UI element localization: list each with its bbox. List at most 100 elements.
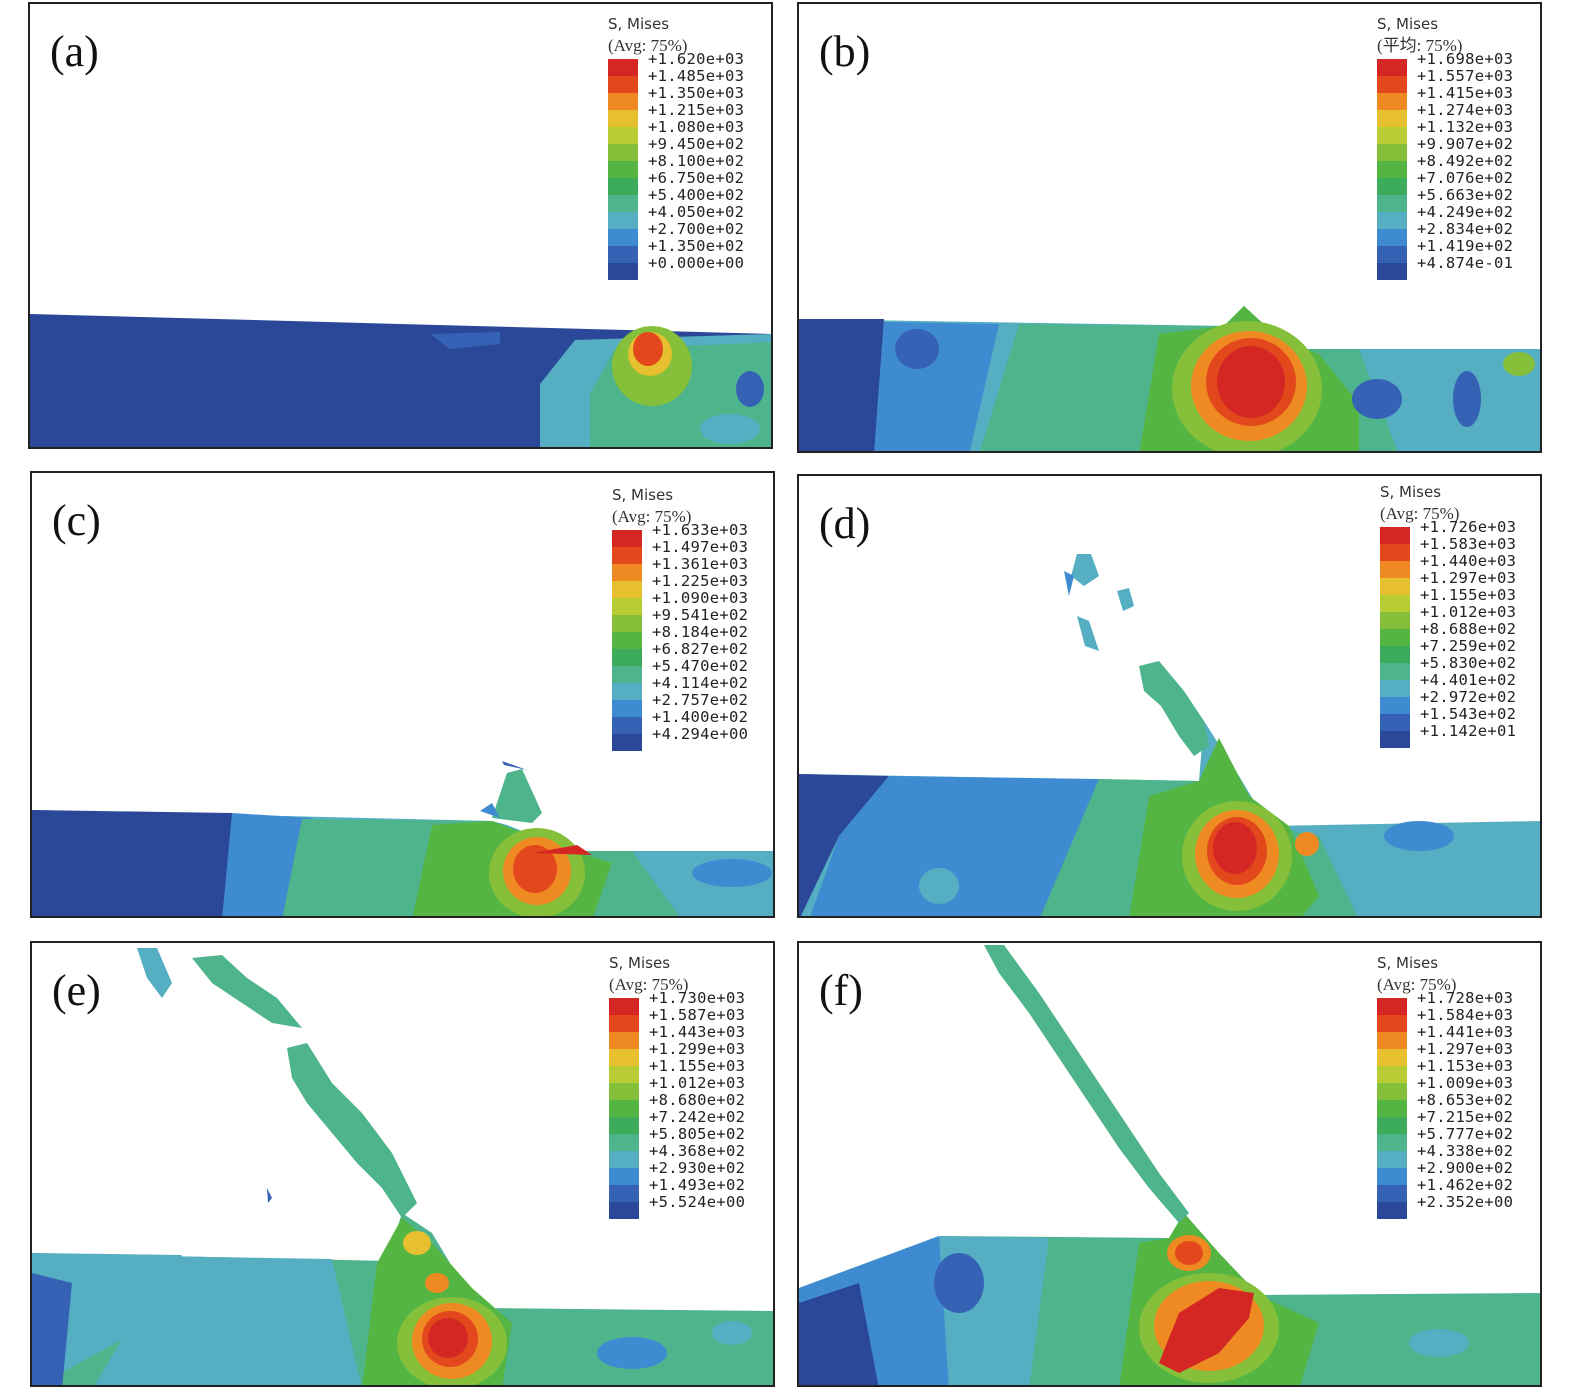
color-bar-segment [1377, 178, 1407, 195]
color-bar-segment [1377, 263, 1407, 280]
panel-label-b: (b) [819, 27, 871, 76]
panel-label-e: (e) [52, 966, 101, 1015]
color-bar-segment [609, 1015, 639, 1032]
legend-title-e: S, Mises [609, 954, 671, 972]
legend-value: +4.401e+02 [1420, 671, 1517, 689]
legend-value: +6.750e+02 [648, 169, 745, 187]
color-bar-segment [608, 59, 638, 76]
legend-value: +4.249e+02 [1417, 203, 1514, 221]
legend-value: +1.620e+03 [648, 50, 745, 68]
legend-value: +8.100e+02 [648, 152, 745, 170]
color-bar-segment [1377, 1117, 1407, 1134]
legend-value: +1.419e+02 [1417, 237, 1514, 255]
legend-subtitle-d: (Avg: 75%) [1380, 504, 1460, 523]
legend-value: +1.587e+03 [649, 1006, 746, 1024]
legend-value: +4.050e+02 [648, 203, 745, 221]
legend-value: +8.680e+02 [649, 1091, 746, 1109]
color-bar-segment [608, 93, 638, 110]
color-bar-segment [612, 564, 642, 581]
color-bar-segment [609, 1151, 639, 1168]
color-bar-segment [608, 229, 638, 246]
legend-value: +0.000e+00 [648, 254, 745, 272]
color-bar-segment [1377, 1100, 1407, 1117]
color-bar-segment [1377, 1202, 1407, 1219]
color-bar-segment [612, 734, 642, 751]
legend-value: +1.012e+03 [649, 1074, 746, 1092]
color-bar-segment [1380, 612, 1410, 629]
legend-value: +1.497e+03 [652, 538, 749, 556]
legend-value: +1.142e+01 [1420, 722, 1517, 740]
color-bar-segment [612, 598, 642, 615]
legend-value: +1.440e+03 [1420, 552, 1517, 570]
chip-e [287, 1043, 417, 1218]
legend-values-b: +1.698e+03 +1.557e+03 +1.415e+03 +1.274e… [1417, 51, 1513, 272]
legend-value: +2.972e+02 [1420, 688, 1517, 706]
legend-values-c: +1.633e+03 +1.497e+03 +1.361e+03 +1.225e… [652, 522, 748, 743]
legend-value: +1.297e+03 [1417, 1040, 1514, 1058]
legend-value: +2.930e+02 [649, 1159, 746, 1177]
color-bar-segment [608, 127, 638, 144]
legend-value: +7.242e+02 [649, 1108, 746, 1126]
legend-value: +1.012e+03 [1420, 603, 1517, 621]
color-bar-f [1377, 998, 1407, 1219]
legend-value: +1.726e+03 [1420, 518, 1517, 536]
legend-value: +9.907e+02 [1417, 135, 1514, 153]
legend-value: +4.874e-01 [1417, 254, 1514, 272]
legend-value: +1.361e+03 [652, 555, 749, 573]
panel-c: (c) S, Mises (Avg: 75%) +1.633e+03 +1.49… [30, 471, 775, 918]
legend-value: +4.294e+00 [652, 725, 749, 743]
legend-value: +5.830e+02 [1420, 654, 1517, 672]
color-bar-segment [1377, 1049, 1407, 1066]
color-bar-segment [612, 649, 642, 666]
legend-value: +8.653e+02 [1417, 1091, 1514, 1109]
legend-value: +2.352e+00 [1417, 1193, 1514, 1211]
color-bar-segment [609, 1083, 639, 1100]
color-bar-segment [1380, 663, 1410, 680]
color-bar-segment [609, 1100, 639, 1117]
color-bar-segment [1377, 212, 1407, 229]
legend-value: +9.541e+02 [652, 606, 749, 624]
legend-value: +5.777e+02 [1417, 1125, 1514, 1143]
legend-value: +1.441e+03 [1417, 1023, 1514, 1041]
color-bar-segment [1380, 680, 1410, 697]
color-bar-segment [1377, 1185, 1407, 1202]
legend-value: +1.633e+03 [652, 521, 749, 539]
legend-value: +5.400e+02 [648, 186, 745, 204]
legend-title-d: S, Mises [1380, 483, 1442, 501]
panel-label-c: (c) [52, 496, 101, 545]
legend-values-f: +1.728e+03 +1.584e+03 +1.441e+03 +1.297e… [1417, 990, 1513, 1211]
legend-value: +7.076e+02 [1417, 169, 1514, 187]
legend-value: +1.415e+03 [1417, 84, 1514, 102]
legend-value: +5.805e+02 [649, 1125, 746, 1143]
legend-value: +7.215e+02 [1417, 1108, 1514, 1126]
color-bar-segment [1377, 246, 1407, 263]
color-bar-segment [608, 144, 638, 161]
color-bar-segment [1377, 144, 1407, 161]
stress-field-b [799, 306, 1540, 451]
color-bar-segment [609, 1117, 639, 1134]
legend-value: +1.132e+03 [1417, 118, 1514, 136]
legend-values-e: +1.730e+03 +1.587e+03 +1.443e+03 +1.299e… [649, 990, 745, 1211]
legend-value: +1.400e+02 [652, 708, 749, 726]
chip-c [492, 769, 542, 823]
legend-value: +1.155e+03 [1420, 586, 1517, 604]
color-bar-segment [609, 1185, 639, 1202]
stress-field-f [799, 945, 1540, 1385]
color-bar-segment [608, 161, 638, 178]
panel-f: (f) S, Mises (Avg: 75%) +1.728e+03 +1.58… [797, 941, 1542, 1387]
color-bar-a [608, 59, 638, 280]
legend-value: +1.215e+03 [648, 101, 745, 119]
color-bar-segment [608, 212, 638, 229]
legend-values-a: +1.620e+03 +1.485e+03 +1.350e+03 +1.215e… [648, 51, 744, 272]
legend-value: +1.462e+02 [1417, 1176, 1514, 1194]
color-bar-segment [1380, 731, 1410, 748]
legend-value: +2.757e+02 [652, 691, 749, 709]
legend-value: +5.470e+02 [652, 657, 749, 675]
color-bar-d [1380, 527, 1410, 748]
color-bar-segment [1377, 229, 1407, 246]
color-bar-b [1377, 59, 1407, 280]
color-bar-segment [1377, 1151, 1407, 1168]
legend-value: +7.259e+02 [1420, 637, 1517, 655]
color-bar-segment [1377, 998, 1407, 1015]
legend-value: +8.184e+02 [652, 623, 749, 641]
